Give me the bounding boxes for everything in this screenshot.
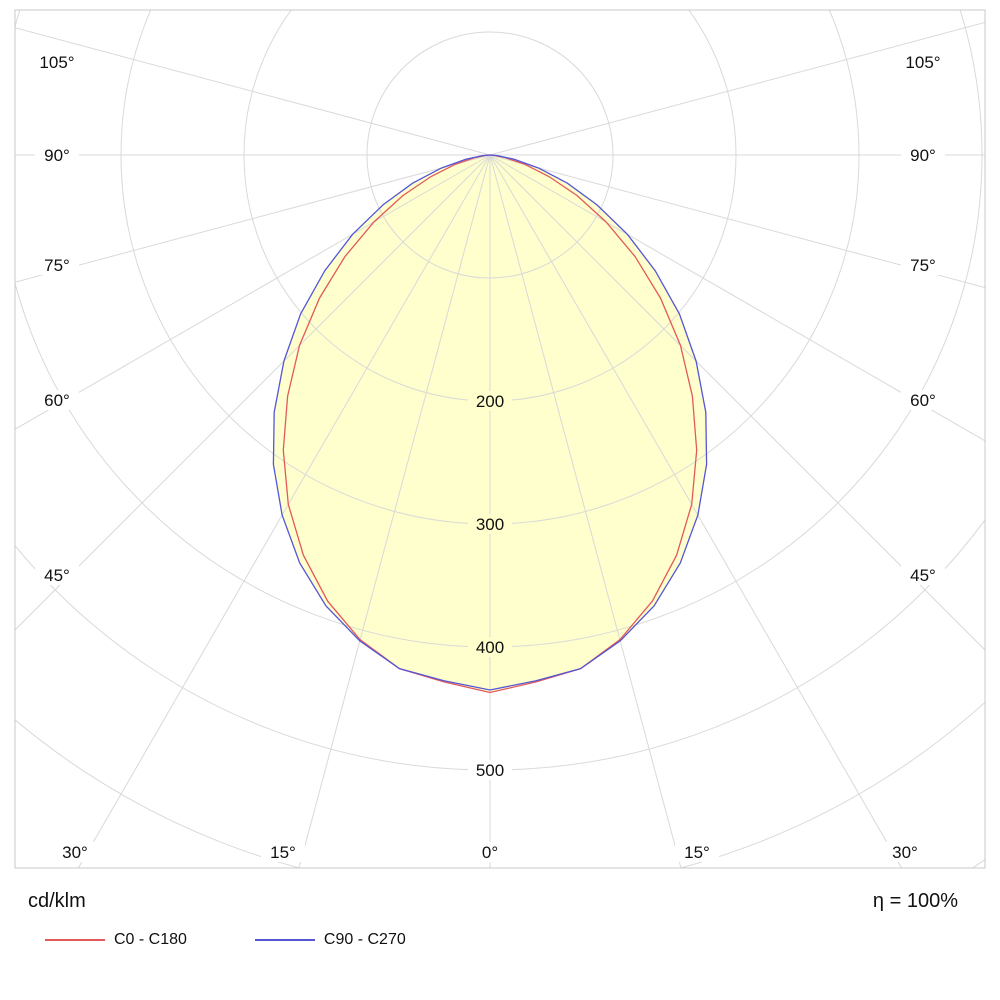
angle-label-right-75: 75° (910, 256, 936, 275)
angle-label-left-45: 45° (44, 566, 70, 585)
angle-label-right-90: 90° (910, 146, 936, 165)
angle-label-right-45-bg (901, 565, 945, 585)
angle-label-bottom-0: 30° (62, 843, 88, 862)
angle-label-right-75-bg (901, 255, 945, 275)
angle-label-right-105-bg (896, 52, 950, 72)
series2-label: C90 - C270 (323, 931, 406, 948)
angle-label-left-75-bg (35, 255, 79, 275)
angle-label-bottom-2-bg (473, 842, 507, 862)
angle-label-left-90: 90° (44, 146, 70, 165)
angle-label-right-60: 60° (910, 391, 936, 410)
radial-label-300-bg (468, 514, 512, 534)
series2-line-swatch (254, 939, 315, 941)
angle-label-left-60: 60° (44, 391, 70, 410)
unit-label: cd/klm (28, 890, 86, 912)
axis-labels: 200 300 400 500 105° 105° 90° 90° 75° 75° 60° 60° 45… (30, 52, 950, 862)
angle-label-bottom-0-bg (53, 842, 97, 862)
angle-label-left-90-bg (35, 145, 79, 165)
radial-label-200-bg (468, 391, 512, 411)
angle-label-left-45-bg (35, 565, 79, 585)
angle-label-left-105-bg (30, 52, 84, 72)
angle-label-bottom-3-bg (675, 842, 719, 862)
angle-label-bottom-1-bg (261, 842, 305, 862)
angle-label-right-90-bg (901, 145, 945, 165)
series1-line-swatch (45, 939, 105, 941)
radial-label-300: 300 (476, 515, 504, 534)
radial-label-200: 200 (476, 392, 504, 411)
angle-label-right-105: 105° (905, 53, 940, 72)
efficiency-label: η = 100% (872, 890, 958, 912)
angle-label-left-60-bg (35, 390, 79, 410)
radial-label-400: 400 (476, 638, 504, 657)
legend: C0 - C180 C90 - C270 (45, 931, 474, 949)
intensity-curves (272, 154, 708, 694)
angle-label-bottom-2: 0° (482, 843, 498, 862)
angle-label-bottom-4: 30° (892, 843, 918, 862)
angle-label-bottom-1: 15° (270, 843, 296, 862)
curve-c90-c270 (272, 154, 708, 691)
radial-label-500: 500 (476, 761, 504, 780)
angle-label-bottom-3: 15° (684, 843, 710, 862)
radial-label-400-bg (468, 637, 512, 657)
series1-label: C0 - C180 (114, 931, 187, 948)
angle-label-bottom-4-bg (883, 842, 927, 862)
angle-label-left-75: 75° (44, 256, 70, 275)
chart-border (14, 9, 986, 869)
radial-label-500-bg (468, 760, 512, 780)
curve-c0-c180 (282, 154, 698, 694)
angle-label-right-60-bg (901, 390, 945, 410)
angle-label-right-45: 45° (910, 566, 936, 585)
angle-label-left-105: 105° (39, 53, 74, 72)
